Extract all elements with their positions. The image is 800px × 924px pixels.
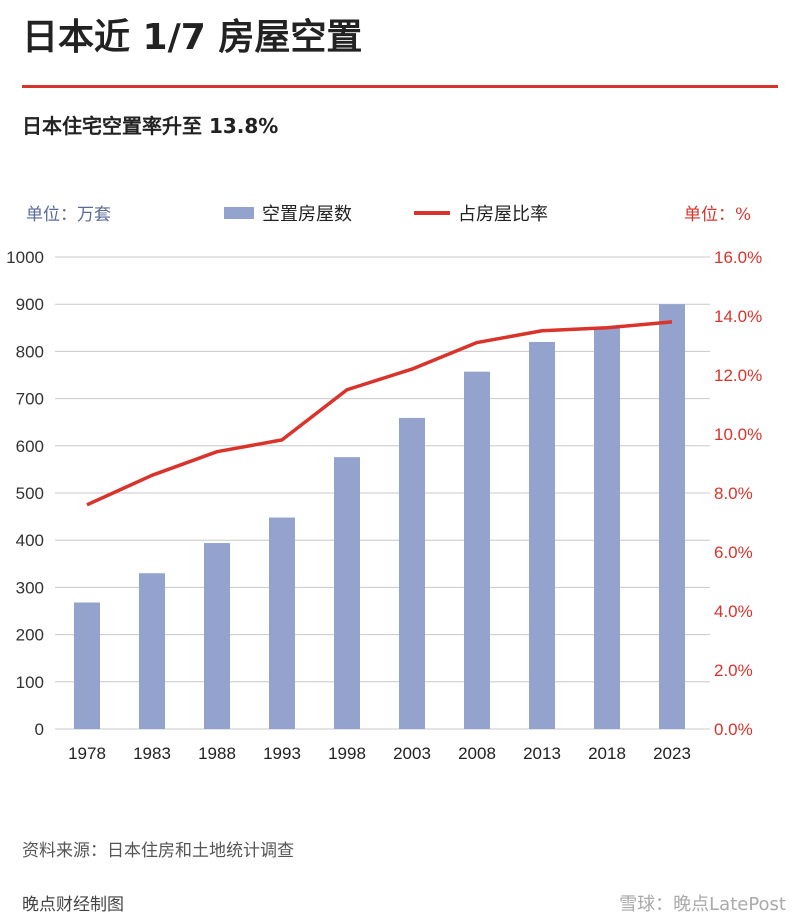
- left-tick-label: 200: [16, 626, 44, 645]
- left-tick-label: 100: [16, 673, 44, 692]
- bar: [464, 371, 490, 729]
- x-tick-label: 1993: [263, 744, 301, 763]
- x-tick-label: 1998: [328, 744, 366, 763]
- legend-line-label: 占房屋比率: [458, 204, 548, 225]
- bar: [659, 304, 685, 729]
- watermark: 雪球：晚点LatePost: [619, 894, 786, 915]
- title-divider: [22, 85, 778, 88]
- bar: [204, 543, 230, 729]
- bar: [74, 602, 100, 729]
- legend-bar: 空置房屋数: [224, 200, 352, 226]
- rate-line: [86, 320, 673, 507]
- left-tick-label: 700: [16, 390, 44, 409]
- right-tick-label: 12.0%: [714, 366, 762, 385]
- page-title: 日本近 1/7 房屋空置: [22, 17, 363, 58]
- x-tick-label: 2018: [588, 744, 626, 763]
- right-axis-unit: 单位：%: [684, 205, 752, 225]
- x-tick-label: 1983: [133, 744, 171, 763]
- legend-line: 占房屋比率: [414, 200, 548, 226]
- right-tick-label: 4.0%: [714, 602, 753, 621]
- right-tick-label: 16.0%: [714, 248, 762, 267]
- left-tick-label: 900: [16, 295, 44, 314]
- source-note: 资料来源：日本住房和土地统计调查: [22, 841, 294, 861]
- left-tick-label: 600: [16, 437, 44, 456]
- right-tick-label: 10.0%: [714, 425, 762, 444]
- x-tick-label: 2023: [653, 744, 691, 763]
- bar: [334, 457, 360, 729]
- x-tick-label: 1978: [68, 744, 106, 763]
- bar: [399, 417, 425, 729]
- left-tick-label: 400: [16, 531, 44, 550]
- x-tick-label: 2013: [523, 744, 561, 763]
- plot-area: 0 100 200 300 400 500 600 700 800 900 1000 0.0% 2.0%…: [6, 248, 762, 763]
- right-tick-label: 2.0%: [714, 661, 753, 680]
- x-tick-label: 2008: [458, 744, 496, 763]
- x-tick-label: 2003: [393, 744, 431, 763]
- legend-bar-label: 空置房屋数: [262, 204, 352, 225]
- bar: [139, 573, 165, 729]
- legend-line-swatch: [414, 211, 450, 215]
- x-tick-label: 1988: [198, 744, 236, 763]
- credit: 晚点财经制图: [22, 895, 124, 915]
- left-tick-label: 1000: [6, 248, 44, 267]
- legend-bar-swatch: [224, 207, 254, 219]
- bar: [594, 328, 620, 729]
- bar: [269, 517, 295, 729]
- right-tick-label: 6.0%: [714, 543, 753, 562]
- left-tick-label: 800: [16, 342, 44, 361]
- right-tick-label: 14.0%: [714, 307, 762, 326]
- right-tick-label: 0.0%: [714, 720, 753, 739]
- left-axis-unit: 单位：万套: [26, 205, 111, 225]
- chart-subtitle: 日本住宅空置率升至 13.8%: [22, 114, 279, 138]
- right-tick-label: 8.0%: [714, 484, 753, 503]
- left-tick-label: 0: [35, 720, 44, 739]
- left-tick-label: 300: [16, 578, 44, 597]
- bar: [529, 341, 555, 729]
- left-tick-label: 500: [16, 484, 44, 503]
